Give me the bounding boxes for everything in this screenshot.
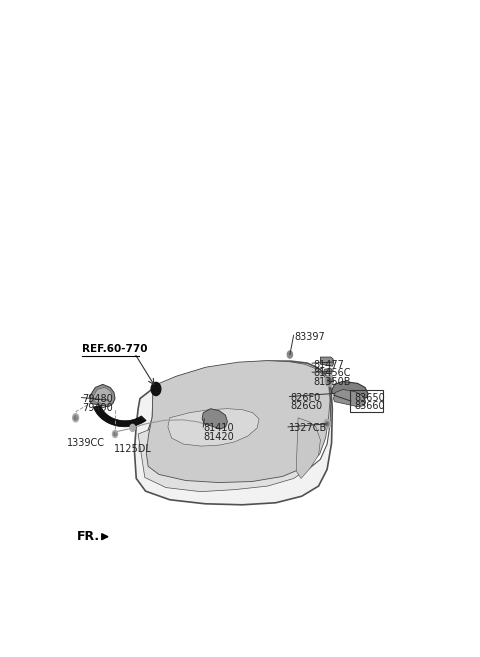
Circle shape	[114, 432, 116, 436]
Polygon shape	[134, 361, 332, 505]
Polygon shape	[296, 418, 321, 478]
Polygon shape	[145, 364, 331, 486]
Text: 1327CB: 1327CB	[289, 423, 327, 433]
Polygon shape	[321, 357, 334, 366]
Circle shape	[112, 430, 118, 438]
Text: REF.60-770: REF.60-770	[82, 344, 147, 355]
Text: 83660: 83660	[354, 401, 384, 411]
Text: 81410: 81410	[203, 423, 234, 433]
Text: FR.: FR.	[77, 530, 100, 543]
Text: 81350B: 81350B	[313, 377, 350, 388]
Text: 81456C: 81456C	[313, 369, 350, 378]
Polygon shape	[334, 390, 366, 407]
Circle shape	[130, 424, 135, 432]
Polygon shape	[202, 409, 228, 429]
Polygon shape	[94, 405, 146, 427]
Circle shape	[324, 419, 330, 428]
Polygon shape	[90, 384, 115, 407]
Text: 81420: 81420	[203, 432, 234, 442]
Text: 79480: 79480	[83, 394, 113, 403]
Polygon shape	[94, 388, 112, 405]
Text: 83397: 83397	[294, 332, 325, 342]
Text: 79490: 79490	[83, 403, 113, 413]
Polygon shape	[168, 409, 259, 446]
Circle shape	[325, 375, 334, 386]
Text: 81477: 81477	[313, 359, 344, 370]
Circle shape	[151, 382, 161, 396]
Circle shape	[74, 416, 77, 420]
Text: 826G0: 826G0	[290, 401, 323, 411]
Text: 83650: 83650	[354, 392, 384, 403]
Text: 826F0: 826F0	[290, 392, 321, 403]
Polygon shape	[332, 381, 368, 399]
Circle shape	[288, 351, 292, 358]
Circle shape	[325, 422, 329, 426]
Circle shape	[327, 378, 331, 384]
Polygon shape	[138, 413, 321, 491]
Text: 1339CC: 1339CC	[67, 438, 106, 448]
Polygon shape	[324, 368, 332, 374]
Circle shape	[72, 414, 79, 422]
Polygon shape	[146, 361, 330, 482]
Text: 1125DL: 1125DL	[114, 444, 152, 454]
